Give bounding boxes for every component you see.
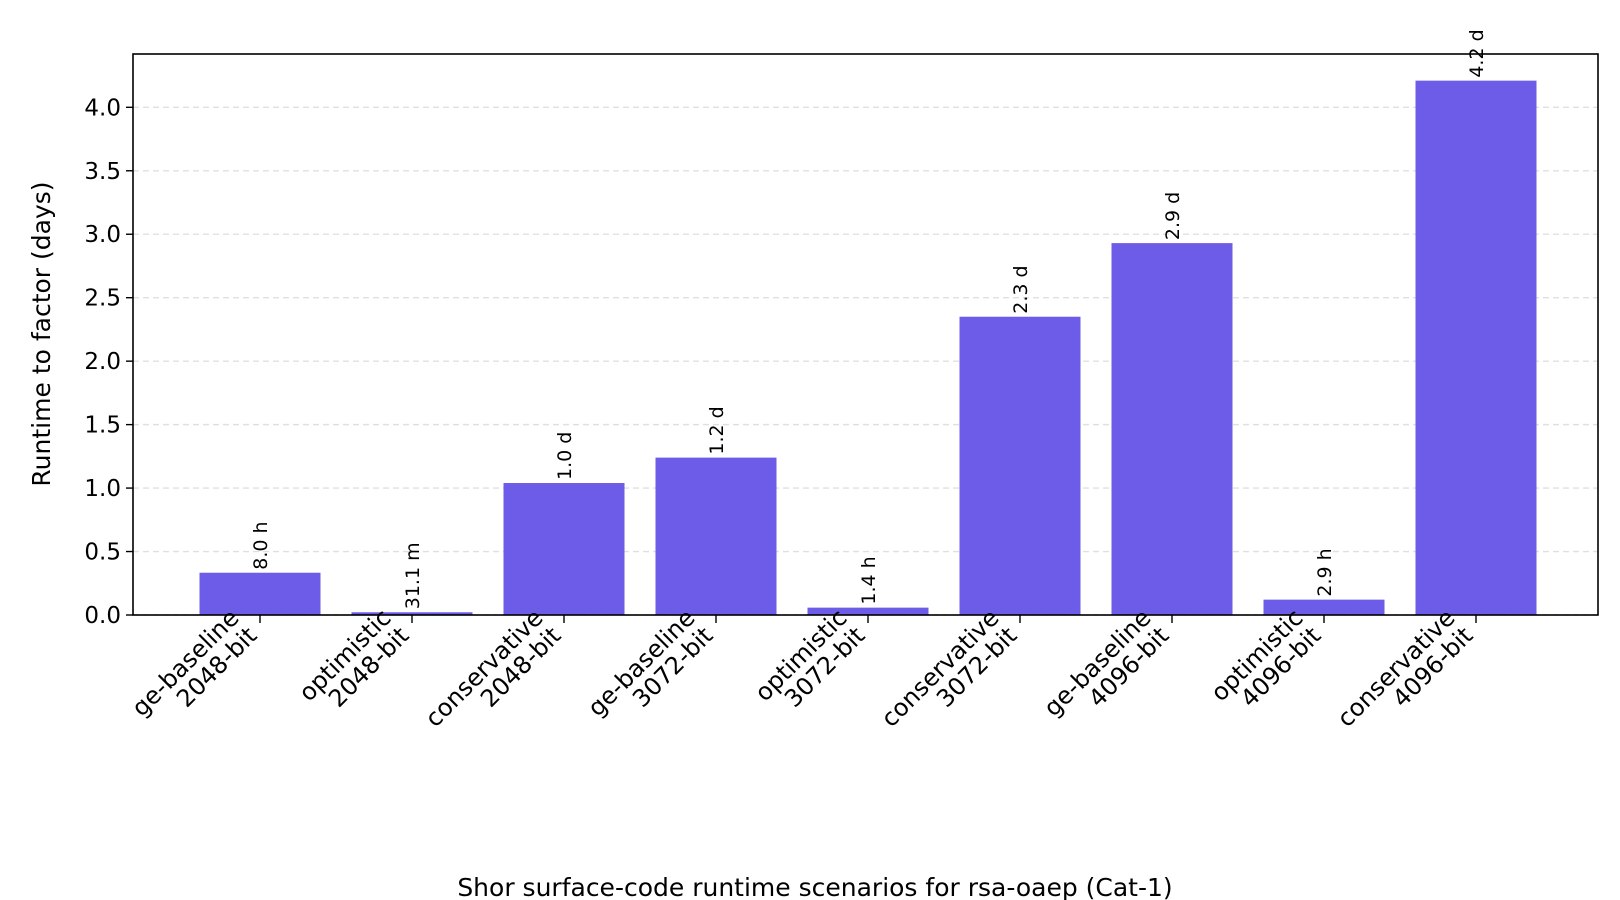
bar	[1415, 80, 1537, 615]
bars	[199, 80, 1537, 615]
bar	[503, 483, 625, 615]
y-axis-label: Runtime to factor (days)	[27, 181, 56, 486]
x-axis-ticks: ge-baseline2048-bit optimistic2048-bit con…	[126, 604, 1479, 751]
bar-value-label: 8.0 h	[250, 521, 272, 569]
chart-caption: Shor surface-code runtime scenarios for …	[457, 873, 1172, 900]
bar	[1263, 599, 1385, 615]
grid-lines	[133, 106, 1598, 616]
x-tick-label: ge-baseline4096-bit	[1038, 604, 1174, 740]
x-tick-label: optimistic4096-bit	[1205, 604, 1326, 725]
y-tick-label: 0.0	[84, 603, 121, 629]
x-tick-label: ge-baseline2048-bit	[126, 604, 262, 740]
bar-value-label: 2.9 d	[1162, 192, 1184, 240]
bar-value-label: 2.9 h	[1314, 548, 1336, 596]
x-tick-label: conservative3072-bit	[876, 604, 1023, 751]
bar-value-label: 31.1 m	[402, 542, 424, 609]
x-tick-label: conservative4096-bit	[1332, 604, 1479, 751]
bar	[1111, 243, 1233, 615]
x-tick-label: optimistic3072-bit	[749, 604, 870, 725]
y-tick-label: 4.0	[84, 95, 121, 121]
bar-value-label: 4.2 d	[1466, 29, 1488, 77]
y-tick-label: 2.0	[84, 349, 121, 375]
y-axis-ticks: 0.0 0.5 1.0 1.5 2.0 2.5 3.0 3.5 4.0	[84, 95, 133, 629]
bar	[199, 572, 321, 615]
plot-frame	[132, 53, 1599, 616]
y-tick-label: 3.5	[84, 159, 121, 185]
y-tick-label: 2.5	[84, 286, 121, 312]
x-tick-label: ge-baseline3072-bit	[582, 604, 718, 740]
bar	[655, 457, 777, 615]
bar-value-labels: 8.0 h 31.1 m 1.0 d 1.2 d 1.4 h 2.3 d 2.9 d 2.9 …	[250, 29, 1488, 609]
bar-value-label: 1.4 h	[858, 556, 880, 604]
y-tick-label: 3.0	[84, 222, 121, 248]
y-tick-label: 1.5	[84, 413, 121, 439]
bar	[351, 612, 473, 615]
bar-value-label: 2.3 d	[1010, 265, 1032, 313]
x-tick-label: optimistic2048-bit	[293, 604, 414, 725]
bar-value-label: 1.2 d	[706, 406, 728, 454]
bar	[959, 316, 1081, 615]
bar	[807, 607, 929, 615]
bar-value-label: 1.0 d	[554, 432, 576, 480]
x-tick-label: conservative2048-bit	[420, 604, 567, 751]
y-tick-label: 1.0	[84, 476, 121, 502]
y-tick-label: 0.5	[84, 540, 121, 566]
